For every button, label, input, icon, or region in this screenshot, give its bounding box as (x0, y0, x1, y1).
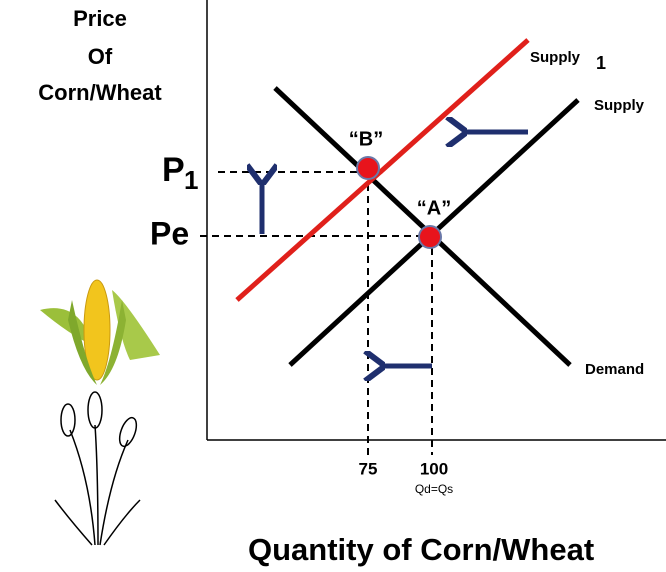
quantity-label: 100 (420, 459, 448, 478)
supply-new-curve (237, 40, 528, 300)
y-axis-title: Corn/Wheat (38, 80, 162, 105)
y-axis-title: Price (73, 6, 127, 31)
point-label: “A” (417, 197, 451, 219)
x-axis-title: Quantity of Corn/Wheat (248, 532, 594, 567)
point-label: “B” (349, 128, 383, 150)
point-b (357, 157, 379, 179)
price-label: Pe (150, 215, 189, 251)
quantity-note: Qd=Qs (415, 482, 453, 496)
curve-label: Supply (594, 97, 645, 114)
quantity-label: 75 (359, 459, 378, 478)
corn-illustration (40, 280, 160, 385)
price-label: P (162, 151, 185, 189)
curve-label: Supply (530, 49, 581, 66)
curve-label: 1 (596, 53, 606, 73)
point-a (419, 226, 441, 248)
curve-label: Demand (585, 361, 644, 378)
price-label: 1 (184, 165, 198, 195)
y-axis-title: Of (88, 44, 113, 69)
wheat-illustration (55, 392, 140, 545)
supply-demand-diagram: Price Of Corn/Wheat “B” “A” Supply 1 Sup… (0, 0, 666, 572)
